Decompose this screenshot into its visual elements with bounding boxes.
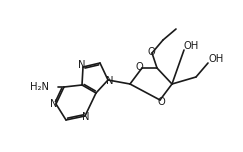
Text: O: O <box>157 97 165 107</box>
Text: O: O <box>135 62 143 72</box>
Text: OH: OH <box>183 41 199 51</box>
Text: N: N <box>106 76 114 86</box>
Text: N: N <box>50 99 58 109</box>
Text: O: O <box>147 47 155 57</box>
Text: N: N <box>78 60 86 70</box>
Text: OH: OH <box>208 54 224 64</box>
Text: H₂N: H₂N <box>30 82 49 92</box>
Text: N: N <box>82 112 90 122</box>
